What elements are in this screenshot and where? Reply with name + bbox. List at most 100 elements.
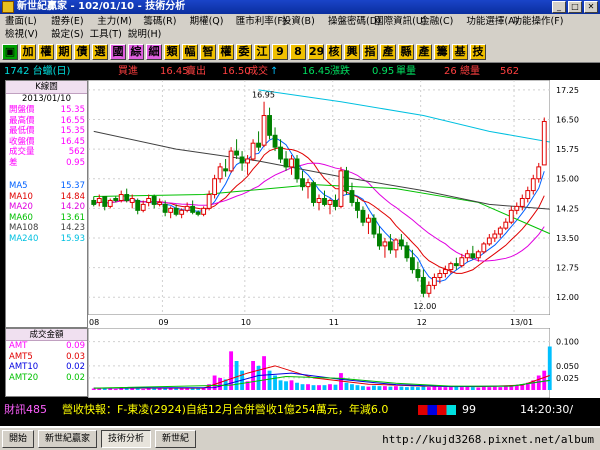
candle-body — [453, 263, 459, 267]
menu-item-2[interactable]: 主力(M) — [97, 16, 132, 27]
amt-row-0-value: 0.09 — [66, 341, 85, 351]
volume-bar — [426, 387, 431, 390]
price-row-5: 差 0.95 — [6, 158, 87, 169]
volume-tick-label: 0.100 — [556, 338, 579, 347]
toolbar-button-16[interactable]: 8 — [290, 44, 306, 60]
candle-body — [316, 197, 322, 203]
menu-item-7[interactable]: 操盤密碼(D) — [327, 16, 381, 27]
news-ticker[interactable]: 財訊485 營收快報：F-東凌(2924)自結12月合併營收1億254萬元，年減… — [0, 398, 600, 422]
taskbar-item-1[interactable]: 新世紀贏家 — [38, 430, 98, 448]
toolbar-button-4[interactable]: 債 — [74, 44, 90, 60]
toolbar-button-9[interactable]: 類 — [164, 44, 180, 60]
candle-body — [327, 199, 333, 205]
start-button[interactable]: 開始 — [2, 430, 35, 448]
volume-bar — [520, 384, 525, 390]
toolbar-button-13[interactable]: 委 — [236, 44, 252, 60]
volume-bar — [163, 387, 168, 390]
menu-item-9[interactable]: 金融(C) — [420, 16, 454, 27]
toolbar-button-24[interactable]: 籌 — [434, 44, 450, 60]
toolbar-button-8[interactable]: 細 — [146, 44, 162, 60]
menu-item-5[interactable]: 匯市利率(F) — [235, 16, 287, 27]
date-tick-label: 09 — [158, 318, 168, 327]
ma-line-ma60 — [93, 184, 550, 235]
candle-body — [541, 120, 547, 166]
toolbar-button-20[interactable]: 指 — [362, 44, 378, 60]
taskbar-item-2[interactable]: 技術分析 — [101, 430, 152, 448]
price-row-1: 最高價 16.55 — [6, 116, 87, 127]
toolbar-button-18[interactable]: 核 — [326, 44, 342, 60]
price-chart[interactable]: 17.25 16.50 15.75 15.00 14.25 13.50 12.75 12.00… — [88, 80, 600, 328]
window-title: 新世紀贏家 - 102/01/10 - 技術分析 — [17, 1, 186, 12]
volume-chart[interactable]: 0.100 0.050 0.025 — [88, 328, 600, 398]
menu-item-11[interactable]: 功能操作(F) — [512, 16, 564, 27]
candle-body — [102, 196, 108, 207]
menu-item-6[interactable]: 投資(B) — [281, 16, 315, 27]
candle-body — [442, 269, 448, 275]
taskbar-item-3[interactable]: 新世紀 — [155, 430, 197, 448]
toolbar-button-21[interactable]: 產 — [380, 44, 396, 60]
last-value: 16.45 — [302, 66, 331, 77]
toolbar-button-7[interactable]: 綜 — [128, 44, 144, 60]
candle-body — [162, 203, 168, 213]
toolbar-button-10[interactable]: 幅 — [182, 44, 198, 60]
volume-bar — [91, 388, 96, 390]
volume-bar — [102, 388, 107, 390]
toolbar-button-6[interactable]: 國 — [110, 44, 126, 60]
menu-item-8[interactable]: 國際資訊(U) — [374, 16, 427, 27]
menu-item-4[interactable]: 期權(Q) — [189, 16, 224, 27]
menu-item-3[interactable]: 籌碼(R) — [143, 16, 177, 27]
date-tick-label: 12 — [417, 318, 427, 327]
menu-item-0[interactable]: 畫面(L) — [5, 16, 37, 27]
app-icon — [2, 1, 14, 13]
volume-bar — [317, 385, 321, 390]
toolbar-button-25[interactable]: 基 — [452, 44, 468, 60]
menu-item-14[interactable]: 工具(T) — [89, 29, 122, 40]
volume-bar — [196, 388, 201, 390]
candle-body — [530, 178, 536, 192]
candle-body — [212, 178, 218, 196]
news-headline[interactable]: 營收快報：F-東凌(2924)自結12月合併營收1億254萬元，年減6.0 — [62, 403, 389, 416]
toolbar-button-19[interactable]: 興 — [344, 44, 360, 60]
candle-body — [173, 207, 179, 215]
toolbar-button-1[interactable]: 加 — [20, 44, 36, 60]
volume-bar — [415, 387, 420, 390]
toolbar-button-15[interactable]: 9 — [272, 44, 288, 60]
candle-body — [96, 197, 102, 203]
candle-body — [475, 251, 481, 259]
toolbar-button-0[interactable]: ▣ — [2, 44, 18, 60]
maximize-icon[interactable]: □ — [568, 1, 582, 13]
volume-rows: AMT 0.09 AMT5 0.03 AMT10 0.02 AMT20 0.02 — [6, 341, 87, 383]
volume-tick-label: 0.025 — [556, 374, 579, 383]
toolbar-button-5[interactable]: 選 — [92, 44, 108, 60]
volume-bar — [273, 375, 277, 390]
candle-body — [278, 146, 283, 160]
toolbar-button-2[interactable]: 權 — [38, 44, 54, 60]
minimize-icon[interactable]: _ — [552, 1, 566, 13]
date-tick-label: 11 — [329, 318, 339, 327]
toolbar-button-14[interactable]: 江 — [254, 44, 270, 60]
menu-item-15[interactable]: 說明(H) — [127, 29, 162, 40]
date-tick-label: 08 — [89, 318, 99, 327]
volume-bar — [503, 386, 508, 390]
toolbar-button-11[interactable]: 智 — [200, 44, 216, 60]
candle-body — [239, 156, 245, 164]
low-annotation: 12.00 — [413, 302, 436, 311]
menu-item-12[interactable]: 檢視(V) — [5, 29, 38, 40]
toolbar-button-17[interactable]: 29 — [308, 44, 324, 60]
menu-item-13[interactable]: 設定(S) — [51, 29, 84, 40]
ma-line-ma240 — [258, 89, 550, 143]
stock-symbol: 1742 台蠟(日) — [4, 66, 71, 77]
candle-body — [261, 115, 267, 146]
toolbar-button-26[interactable]: 技 — [470, 44, 486, 60]
toolbar-button-23[interactable]: 產 — [416, 44, 432, 60]
volume-bar — [492, 386, 497, 390]
volume-bar — [531, 380, 536, 390]
volume-bar — [421, 386, 426, 390]
menu-item-10[interactable]: 功能選擇(A) — [466, 16, 519, 27]
close-icon[interactable]: ✕ — [584, 1, 598, 13]
menu-item-1[interactable]: 證券(E) — [51, 16, 84, 27]
toolbar-button-22[interactable]: 縣 — [398, 44, 414, 60]
toolbar-button-3[interactable]: 期 — [56, 44, 72, 60]
volume-bar — [256, 365, 261, 390]
toolbar-button-12[interactable]: 權 — [218, 44, 234, 60]
